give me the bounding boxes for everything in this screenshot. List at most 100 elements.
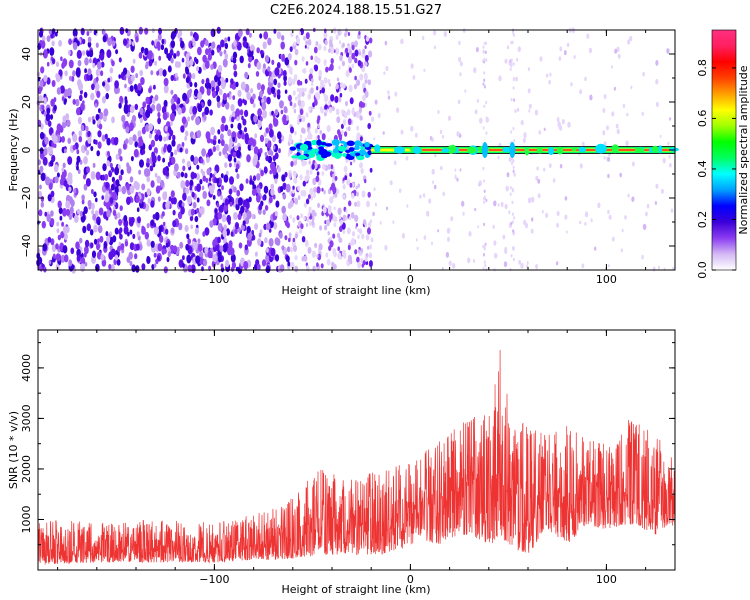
- noise-blob: [156, 41, 161, 49]
- noise-blob: [162, 191, 168, 201]
- noise-blob: [348, 49, 353, 55]
- noise-blob: [325, 66, 329, 73]
- noise-blob: [454, 168, 457, 172]
- noise-blob: [368, 50, 373, 58]
- noise-blob: [345, 126, 349, 131]
- noise-blob: [345, 216, 348, 221]
- noise-blob: [87, 116, 92, 123]
- noise-blob: [90, 145, 94, 152]
- noise-blob: [149, 165, 154, 172]
- noise-blob: [229, 176, 234, 185]
- noise-blob: [114, 186, 119, 194]
- noise-blob: [509, 185, 512, 190]
- noise-blob: [156, 70, 160, 76]
- noise-blob: [512, 229, 515, 233]
- noise-blob: [75, 98, 80, 107]
- noise-blob: [92, 213, 97, 221]
- noise-blob: [37, 256, 43, 265]
- noise-blob: [154, 172, 158, 178]
- noise-blob: [459, 72, 462, 77]
- noise-blob: [337, 252, 342, 260]
- noise-blob: [159, 235, 164, 243]
- noise-blob: [153, 84, 156, 90]
- noise-blob: [341, 109, 344, 115]
- noise-blob: [152, 162, 156, 168]
- noise-blob: [214, 170, 217, 176]
- noise-blob: [161, 248, 166, 256]
- noise-blob: [180, 171, 185, 178]
- noise-blob: [288, 94, 292, 102]
- noise-blob: [112, 209, 117, 216]
- noise-blob: [185, 243, 190, 251]
- noise-blob: [104, 194, 110, 203]
- noise-blob: [157, 33, 162, 41]
- noise-blob: [281, 174, 286, 182]
- noise-blob: [233, 63, 237, 71]
- noise-blob: [293, 177, 298, 184]
- noise-blob: [300, 223, 304, 230]
- noise-blob: [364, 178, 367, 184]
- noise-blob: [513, 139, 516, 143]
- noise-blob: [125, 28, 129, 33]
- noise-blob: [201, 185, 205, 191]
- noise-blob: [467, 257, 471, 264]
- noise-blob: [55, 74, 61, 83]
- noise-blob: [329, 240, 334, 248]
- noise-blob: [166, 135, 169, 141]
- noise-blob: [185, 179, 190, 188]
- noise-blob: [510, 254, 513, 258]
- noise-blob: [87, 199, 92, 207]
- noise-blob: [261, 259, 267, 267]
- noise-blob: [160, 179, 165, 188]
- noise-blob: [185, 76, 190, 84]
- noise-blob: [252, 93, 256, 100]
- noise-blob: [204, 227, 210, 236]
- noise-blob: [328, 100, 332, 106]
- noise-blob: [277, 82, 281, 89]
- noise-blob: [132, 58, 136, 64]
- noise-blob: [666, 48, 670, 54]
- noise-blob: [459, 168, 462, 172]
- signal-blob: [356, 155, 365, 161]
- noise-blob: [294, 265, 299, 273]
- noise-blob: [102, 81, 106, 87]
- signal-blob: [412, 146, 422, 154]
- noise-blob: [269, 76, 274, 83]
- noise-blob: [232, 95, 236, 100]
- noise-blob: [106, 137, 111, 146]
- noise-blob: [37, 190, 43, 199]
- noise-blob: [255, 71, 260, 77]
- signal-blob: [441, 148, 450, 153]
- noise-blob: [45, 176, 51, 186]
- noise-blob: [40, 172, 46, 182]
- noise-blob: [485, 116, 488, 120]
- noise-blob: [227, 129, 232, 137]
- noise-blob: [339, 92, 343, 98]
- noise-blob: [237, 122, 242, 131]
- noise-blob: [96, 150, 100, 157]
- noise-blob: [230, 253, 236, 263]
- noise-blob: [545, 73, 549, 78]
- noise-blob: [86, 31, 90, 36]
- noise-blob: [528, 103, 532, 110]
- noise-blob: [483, 104, 486, 109]
- noise-blob: [512, 62, 515, 66]
- noise-blob: [217, 190, 221, 197]
- noise-blob: [274, 237, 279, 246]
- noise-blob: [292, 185, 295, 190]
- noise-blob: [655, 183, 659, 189]
- noise-blob: [150, 240, 155, 248]
- noise-blob: [88, 49, 94, 58]
- noise-blob: [245, 201, 250, 210]
- noise-blob: [226, 214, 231, 223]
- noise-blob: [153, 147, 158, 155]
- noise-blob: [118, 218, 123, 226]
- noise-blob: [83, 174, 86, 180]
- noise-blob: [513, 216, 516, 220]
- signal-blob: [346, 140, 355, 147]
- noise-blob: [273, 92, 277, 98]
- noise-blob: [61, 120, 67, 129]
- noise-blob: [340, 82, 344, 89]
- noise-blob: [355, 110, 360, 119]
- noise-blob: [280, 135, 285, 142]
